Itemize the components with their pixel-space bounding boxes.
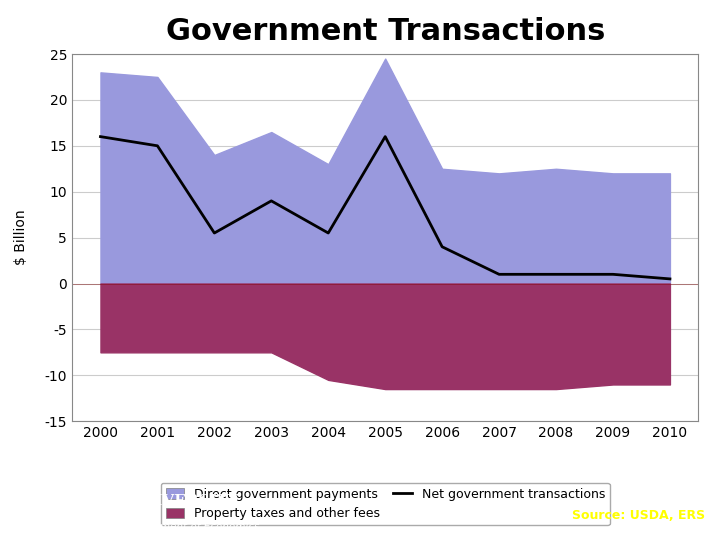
Title: Government Transactions: Government Transactions: [166, 17, 605, 46]
Text: University Extension/Department of Economics: University Extension/Department of Econo…: [14, 522, 260, 531]
Y-axis label: $ Billion: $ Billion: [14, 210, 28, 266]
Text: IOWA STATE UNIVERSITY: IOWA STATE UNIVERSITY: [14, 494, 239, 508]
Legend: Direct government payments, Property taxes and other fees, Net government transa: Direct government payments, Property tax…: [161, 483, 610, 525]
Text: Source: USDA, ERS: Source: USDA, ERS: [572, 509, 706, 522]
